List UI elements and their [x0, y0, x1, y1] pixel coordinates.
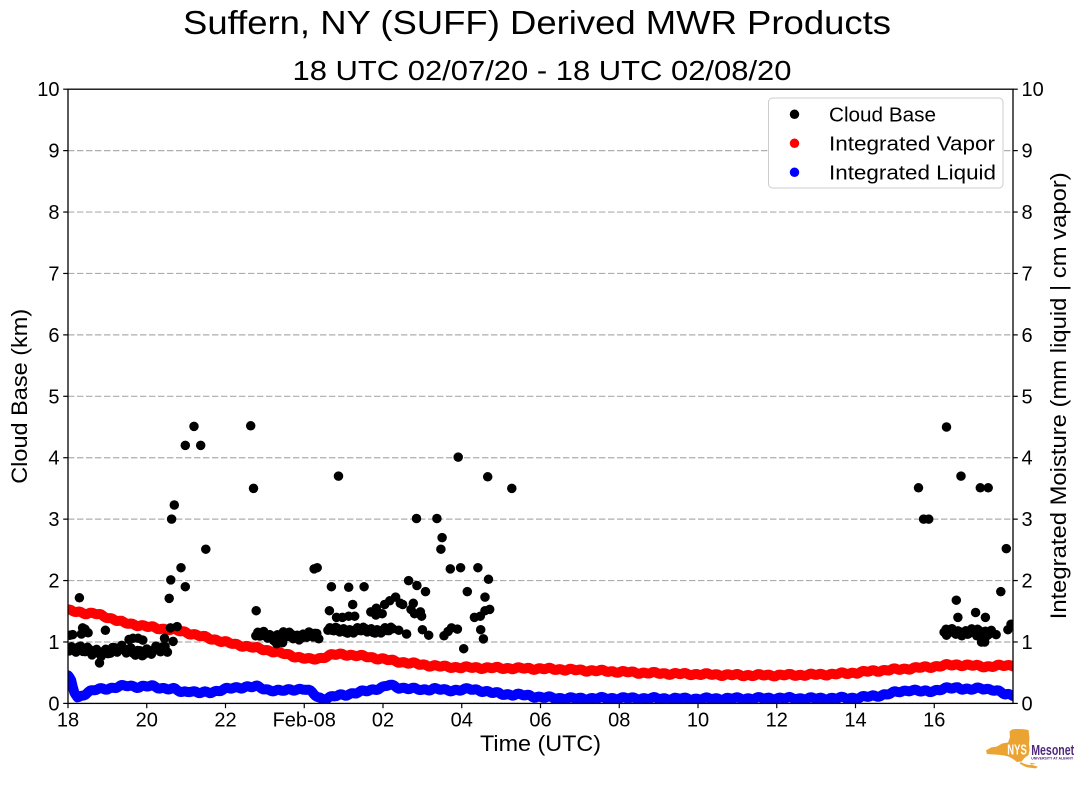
svg-text:3: 3	[48, 509, 59, 531]
svg-text:2: 2	[48, 571, 59, 593]
svg-text:Feb-08: Feb-08	[273, 710, 336, 732]
svg-text:8: 8	[48, 202, 59, 224]
svg-text:Cloud Base (km): Cloud Base (km)	[7, 309, 32, 484]
svg-text:Integrated Vapor: Integrated Vapor	[829, 133, 995, 155]
svg-text:Cloud Base: Cloud Base	[829, 104, 936, 126]
svg-text:Mesonet: Mesonet	[1031, 742, 1074, 759]
svg-text:04: 04	[451, 710, 473, 732]
svg-text:Suffern, NY (SUFF) Derived MWR: Suffern, NY (SUFF) Derived MWR Products	[183, 4, 891, 41]
svg-text:08: 08	[608, 710, 630, 732]
svg-text:UNIVERSITY AT ALBANY: UNIVERSITY AT ALBANY	[1031, 756, 1074, 760]
svg-text:NYS: NYS	[1007, 743, 1027, 759]
svg-text:10: 10	[37, 79, 59, 101]
svg-text:16: 16	[923, 710, 945, 732]
svg-text:Integrated Liquid: Integrated Liquid	[829, 162, 996, 184]
svg-text:5: 5	[48, 386, 59, 408]
svg-text:6: 6	[48, 325, 59, 347]
svg-text:3: 3	[1022, 509, 1033, 531]
svg-text:14: 14	[844, 710, 866, 732]
svg-text:12: 12	[766, 710, 788, 732]
svg-text:8: 8	[1022, 202, 1033, 224]
svg-text:0: 0	[48, 693, 59, 715]
svg-text:22: 22	[214, 710, 236, 732]
svg-text:10: 10	[687, 710, 709, 732]
svg-text:20: 20	[136, 710, 158, 732]
svg-text:18 UTC 02/07/20 - 18 UTC 02/08: 18 UTC 02/07/20 - 18 UTC 02/08/20	[293, 55, 792, 86]
svg-text:9: 9	[1022, 141, 1033, 163]
svg-text:06: 06	[529, 710, 551, 732]
svg-text:18: 18	[57, 710, 79, 732]
svg-text:9: 9	[48, 141, 59, 163]
svg-text:Time (UTC): Time (UTC)	[480, 731, 601, 756]
svg-text:5: 5	[1022, 386, 1033, 408]
svg-text:7: 7	[48, 264, 59, 286]
svg-text:02: 02	[372, 710, 394, 732]
svg-text:0: 0	[1022, 693, 1033, 715]
svg-text:2: 2	[1022, 571, 1033, 593]
svg-text:1: 1	[1022, 632, 1033, 654]
svg-text:Integrated Moisture (mm liquid: Integrated Moisture (mm liquid | cm vapo…	[1046, 172, 1071, 619]
svg-text:7: 7	[1022, 264, 1033, 286]
svg-text:6: 6	[1022, 325, 1033, 347]
svg-text:4: 4	[48, 448, 59, 470]
svg-text:4: 4	[1022, 448, 1033, 470]
svg-text:1: 1	[48, 632, 59, 654]
svg-text:10: 10	[1022, 79, 1044, 101]
